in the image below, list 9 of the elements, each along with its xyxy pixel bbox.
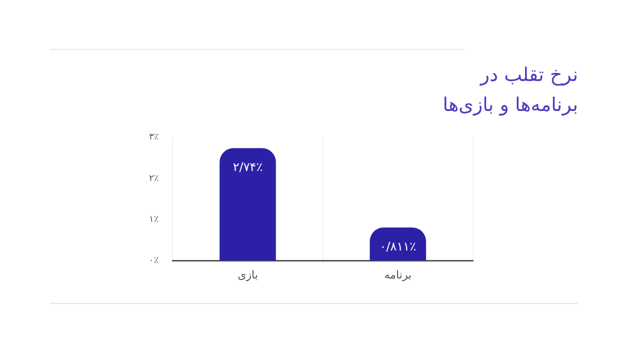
y-tick-label: ۰٪ — [148, 256, 159, 266]
chart-title: نرخ تقلب در برنامه‌ها و بازی‌ها — [442, 63, 578, 118]
y-tick-label: ۳٪ — [148, 132, 159, 143]
x-tick-label: برنامه — [384, 268, 412, 282]
data-label: ۲/۷۴٪ — [232, 160, 263, 174]
y-tick-label: ۱٪ — [148, 215, 159, 226]
x-tick-label: بازی — [238, 268, 258, 282]
data-label: ۰/۸۱۱٪ — [380, 240, 416, 254]
y-tick-label: ۲٪ — [148, 174, 159, 184]
